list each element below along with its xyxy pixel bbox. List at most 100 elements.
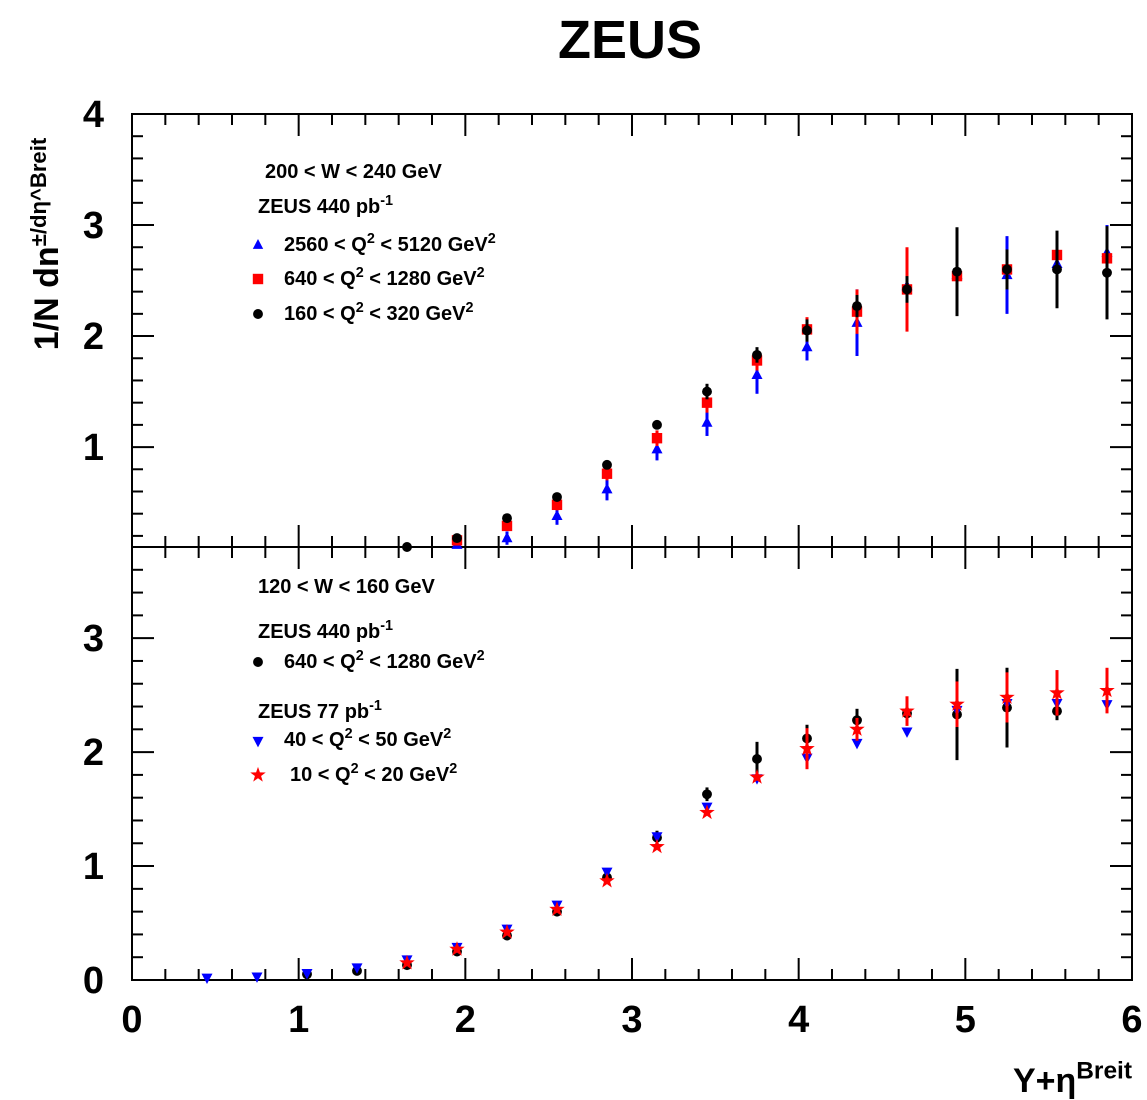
series-circle-top bbox=[402, 226, 1112, 552]
legend-annotation: ZEUS 77 pb-1 bbox=[258, 698, 382, 723]
data-point bbox=[1049, 684, 1065, 700]
data-point bbox=[201, 973, 213, 985]
y-axis-label-text: 1/N dn±/dη^Breit bbox=[26, 137, 66, 350]
data-point bbox=[551, 509, 563, 521]
marks-layer bbox=[201, 225, 1115, 985]
panel-bottom: 0 1 2 3 0 1 2 3 4 5 6 Y+ηBreit bbox=[83, 546, 1143, 1100]
data-point bbox=[1052, 264, 1062, 275]
y-tick-label: 4 bbox=[83, 94, 104, 136]
data-point bbox=[649, 838, 665, 854]
data-point bbox=[902, 284, 912, 295]
data-point bbox=[1002, 264, 1012, 275]
data-point bbox=[699, 804, 715, 820]
chart-title: ZEUS bbox=[558, 10, 702, 70]
legend-bottom: 120 < W < 160 GeV ZEUS 440 pb-1 640 < Q2 <… bbox=[250, 576, 485, 786]
y-tick-label: 1 bbox=[83, 846, 104, 888]
legend-marker bbox=[250, 766, 266, 782]
x-tick-label: 4 bbox=[788, 999, 809, 1041]
data-point bbox=[701, 416, 713, 427]
data-point bbox=[652, 419, 662, 430]
data-point bbox=[901, 727, 913, 738]
data-point bbox=[949, 696, 965, 711]
data-point bbox=[399, 954, 415, 970]
legend-marker bbox=[252, 273, 264, 285]
legend-label: 160 < Q2 < 320 GeV2 bbox=[284, 300, 474, 325]
data-point bbox=[702, 789, 712, 800]
x-tick-label: 5 bbox=[955, 999, 976, 1041]
data-point bbox=[752, 754, 762, 764]
series-circle-bottom bbox=[302, 667, 1062, 980]
legend-label: 40 < Q2 < 50 GeV2 bbox=[284, 726, 451, 751]
plot-frame bbox=[131, 546, 1133, 981]
data-point bbox=[599, 872, 615, 888]
y-tick-label: 2 bbox=[83, 732, 104, 774]
data-point bbox=[799, 740, 815, 756]
legend-marker bbox=[252, 736, 264, 748]
data-point bbox=[802, 325, 812, 336]
legend-marker bbox=[253, 657, 263, 667]
y-tick-label: 3 bbox=[83, 618, 104, 660]
data-point bbox=[351, 963, 363, 974]
data-point bbox=[501, 531, 513, 543]
data-point bbox=[551, 499, 563, 511]
legend-top: 200 < W < 240 GeV ZEUS 440 pb-1 2560 < Q2 … bbox=[252, 161, 496, 325]
data-point bbox=[899, 702, 915, 718]
data-point bbox=[752, 349, 762, 360]
legend-annotation: ZEUS 440 pb-1 bbox=[258, 193, 393, 218]
x-tick-label: 0 bbox=[121, 999, 142, 1041]
data-point bbox=[801, 340, 813, 352]
data-point bbox=[452, 533, 462, 544]
data-point bbox=[501, 520, 513, 532]
data-point bbox=[952, 266, 962, 277]
legend-label: 640 < Q2 < 1280 GeV2 bbox=[284, 648, 485, 673]
legend-label: 10 < Q2 < 20 GeV2 bbox=[290, 761, 457, 786]
y-axis-label: 1/N dn±/dη^Breit bbox=[26, 137, 66, 350]
data-point bbox=[499, 924, 515, 939]
series-square-top bbox=[451, 236, 1113, 546]
data-point bbox=[651, 432, 663, 444]
axes-layer: 1 2 3 4 1/N dn±/dη^Breit 0 1 2 3 0 1 2 3 4 5 6 Y+ηBreit bbox=[26, 94, 1143, 1100]
data-point bbox=[1099, 682, 1115, 698]
legend-annotation: ZEUS 440 pb-1 bbox=[258, 618, 393, 643]
data-point bbox=[749, 769, 765, 784]
data-point bbox=[702, 386, 712, 397]
data-point bbox=[449, 941, 465, 956]
panel-top: 1 2 3 4 1/N dn±/dη^Breit bbox=[26, 94, 1133, 548]
y-tick-label: 1 bbox=[83, 427, 104, 469]
x-tick-label: 3 bbox=[621, 999, 642, 1041]
data-point bbox=[1102, 267, 1112, 278]
data-point bbox=[751, 368, 763, 380]
data-point bbox=[999, 689, 1015, 704]
data-point bbox=[301, 969, 313, 980]
data-point bbox=[602, 459, 612, 470]
legend-annotation: 200 < W < 240 GeV bbox=[265, 161, 442, 183]
data-point bbox=[851, 738, 863, 750]
series-star-bottom bbox=[399, 667, 1115, 970]
data-point bbox=[852, 301, 862, 312]
x-axis-label: Y+ηBreit bbox=[1013, 1058, 1132, 1100]
x-tick-label: 1 bbox=[288, 999, 309, 1041]
data-point bbox=[601, 468, 613, 479]
legend-layer: 200 < W < 240 GeV ZEUS 440 pb-1 2560 < Q2 … bbox=[250, 161, 496, 786]
legend-label: 2560 < Q2 < 5120 GeV2 bbox=[284, 231, 496, 256]
data-point bbox=[251, 972, 263, 983]
y-tick-label: 2 bbox=[83, 316, 104, 358]
legend-annotation: 120 < W < 160 GeV bbox=[258, 576, 435, 598]
data-point bbox=[651, 832, 663, 843]
data-point bbox=[849, 721, 865, 736]
legend-marker bbox=[252, 239, 264, 249]
y-tick-label: 0 bbox=[83, 960, 104, 1002]
data-point bbox=[701, 397, 713, 408]
data-point bbox=[502, 513, 512, 524]
legend-label: 640 < Q2 < 1280 GeV2 bbox=[284, 265, 485, 290]
data-point bbox=[651, 442, 663, 454]
data-point bbox=[402, 542, 412, 552]
x-tick-label: 6 bbox=[1121, 999, 1142, 1041]
legend-marker bbox=[253, 309, 263, 319]
data-point bbox=[549, 901, 565, 916]
y-tick-label: 3 bbox=[83, 205, 104, 247]
data-point bbox=[601, 482, 613, 494]
data-point bbox=[552, 492, 562, 502]
x-tick-label: 2 bbox=[455, 999, 476, 1041]
